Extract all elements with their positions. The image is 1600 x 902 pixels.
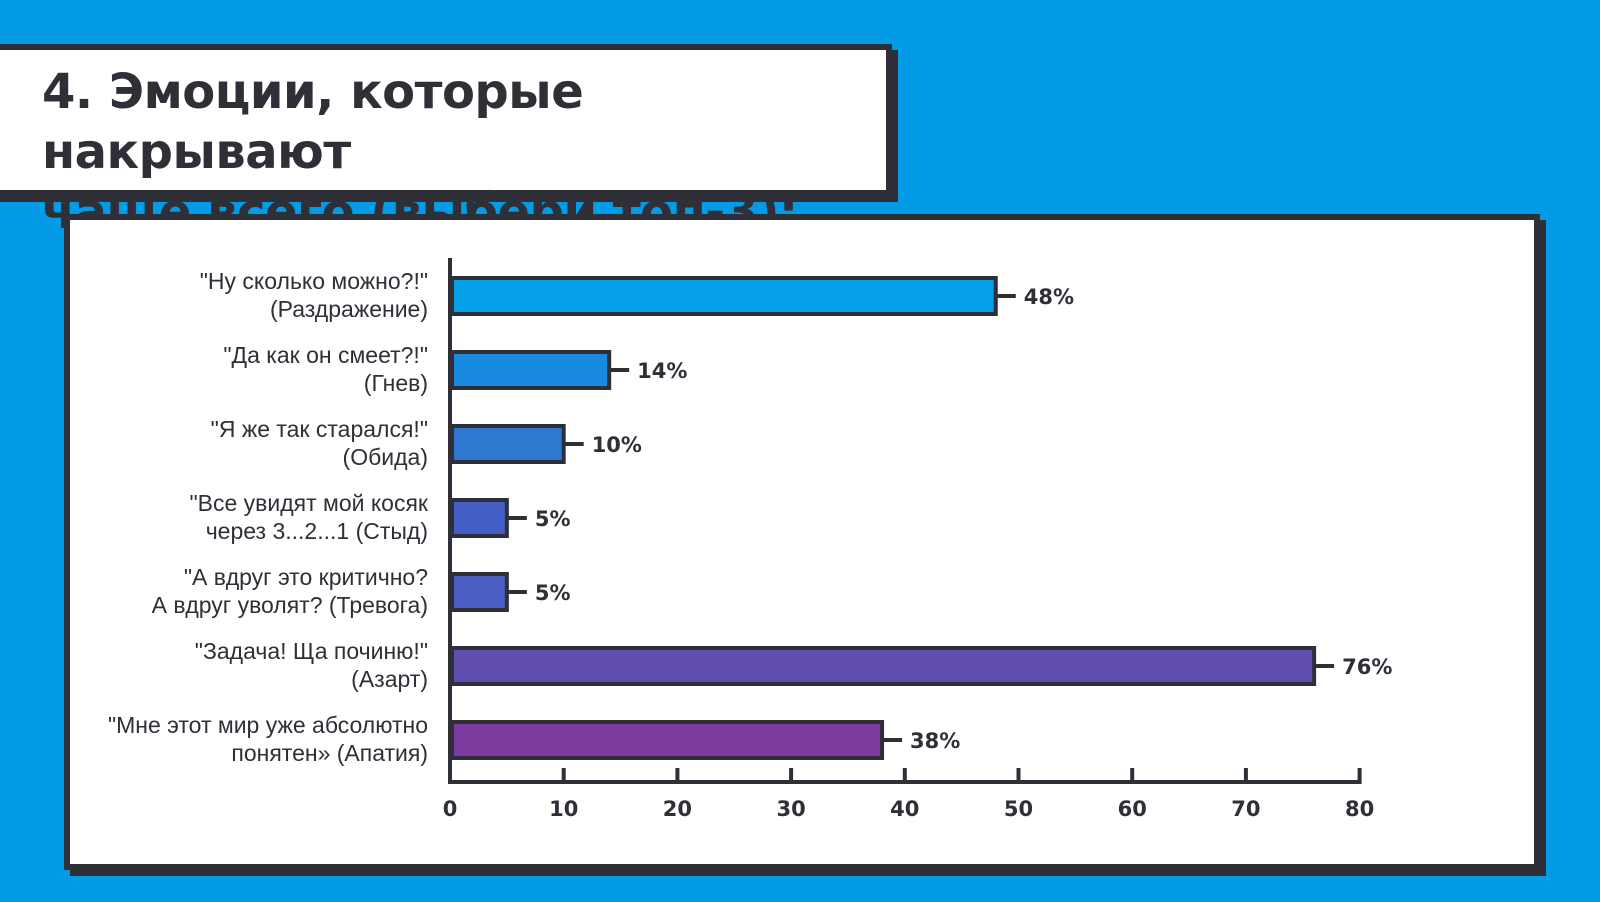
category-label-1: "Да как он смеет?!" (Гнев) bbox=[223, 342, 428, 396]
category-label-4: "А вдруг это критично? А вдруг уволят? (Т… bbox=[152, 564, 428, 618]
category-label-6-line-1: понятен» (Апатия) bbox=[231, 740, 428, 766]
category-label-3-line-1: через 3...2...1 (Стыд) bbox=[206, 518, 428, 544]
category-label-0-line-0: "Ну сколько можно?!" bbox=[200, 268, 428, 294]
value-label-1: 14% bbox=[637, 359, 687, 383]
title-box: 4. Эмоции, которые накрывают чаще всего … bbox=[0, 44, 892, 240]
bar-6 bbox=[450, 720, 885, 760]
category-label-6-line-0: "Мне этот мир уже абсолютно bbox=[108, 712, 428, 738]
category-label-0-line-1: (Раздражение) bbox=[270, 296, 428, 322]
x-tick-label-10: 10 bbox=[549, 797, 578, 821]
category-label-5-line-0: "Задача! Ща починю!" bbox=[195, 638, 428, 664]
x-tick-label-50: 50 bbox=[1004, 797, 1033, 821]
category-label-3-line-0: "Все увидят мой косяк bbox=[189, 490, 428, 516]
bar-3 bbox=[450, 498, 509, 538]
category-label-2: "Я же так старался!" (Обида) bbox=[211, 416, 428, 470]
category-label-5: "Задача! Ща починю!" (Азарт) bbox=[195, 638, 428, 692]
bar-0 bbox=[450, 276, 998, 316]
bar-1 bbox=[450, 350, 612, 390]
value-label-5: 76% bbox=[1342, 655, 1392, 679]
value-label-2: 10% bbox=[592, 433, 642, 457]
category-label-3: "Все увидят мой косяк через 3...2...1 (Ст… bbox=[189, 490, 428, 544]
category-label-5-line-1: (Азарт) bbox=[351, 666, 428, 692]
x-tick-label-20: 20 bbox=[663, 797, 692, 821]
bar-4 bbox=[450, 572, 509, 612]
category-label-4-line-1: А вдруг уволят? (Тревога) bbox=[152, 592, 428, 618]
x-tick-label-0: 0 bbox=[443, 797, 458, 821]
x-tick-label-30: 30 bbox=[776, 797, 805, 821]
chart-card: 0 10 20 30 40 50 60 70 80 48% "Ну сколько можно?!"… bbox=[64, 214, 1540, 870]
value-label-6: 38% bbox=[910, 729, 960, 753]
category-label-1-line-0: "Да как он смеет?!" bbox=[223, 342, 428, 368]
value-label-4: 5% bbox=[535, 581, 571, 605]
category-label-0: "Ну сколько можно?!" (Раздражение) bbox=[200, 268, 428, 322]
category-label-6: "Мне этот мир уже абсолютно понятен» (Апа… bbox=[108, 712, 428, 766]
value-label-0: 48% bbox=[1024, 285, 1074, 309]
category-label-1-line-1: (Гнев) bbox=[364, 370, 428, 396]
bar-2 bbox=[450, 424, 566, 464]
value-label-3: 5% bbox=[535, 507, 571, 531]
x-tick-label-70: 70 bbox=[1231, 797, 1260, 821]
title-line-1: 4. Эмоции, которые накрывают bbox=[42, 64, 584, 180]
bar-chart: 0 10 20 30 40 50 60 70 80 48% "Ну сколько можно?!"… bbox=[108, 258, 1392, 821]
x-tick-label-80: 80 bbox=[1345, 797, 1374, 821]
category-label-2-line-1: (Обида) bbox=[343, 444, 428, 470]
x-tick-label-60: 60 bbox=[1118, 797, 1147, 821]
category-label-4-line-0: "А вдруг это критично? bbox=[184, 564, 428, 590]
x-tick-label-40: 40 bbox=[890, 797, 919, 821]
bar-5 bbox=[450, 646, 1317, 686]
category-label-2-line-0: "Я же так старался!" bbox=[211, 416, 428, 442]
